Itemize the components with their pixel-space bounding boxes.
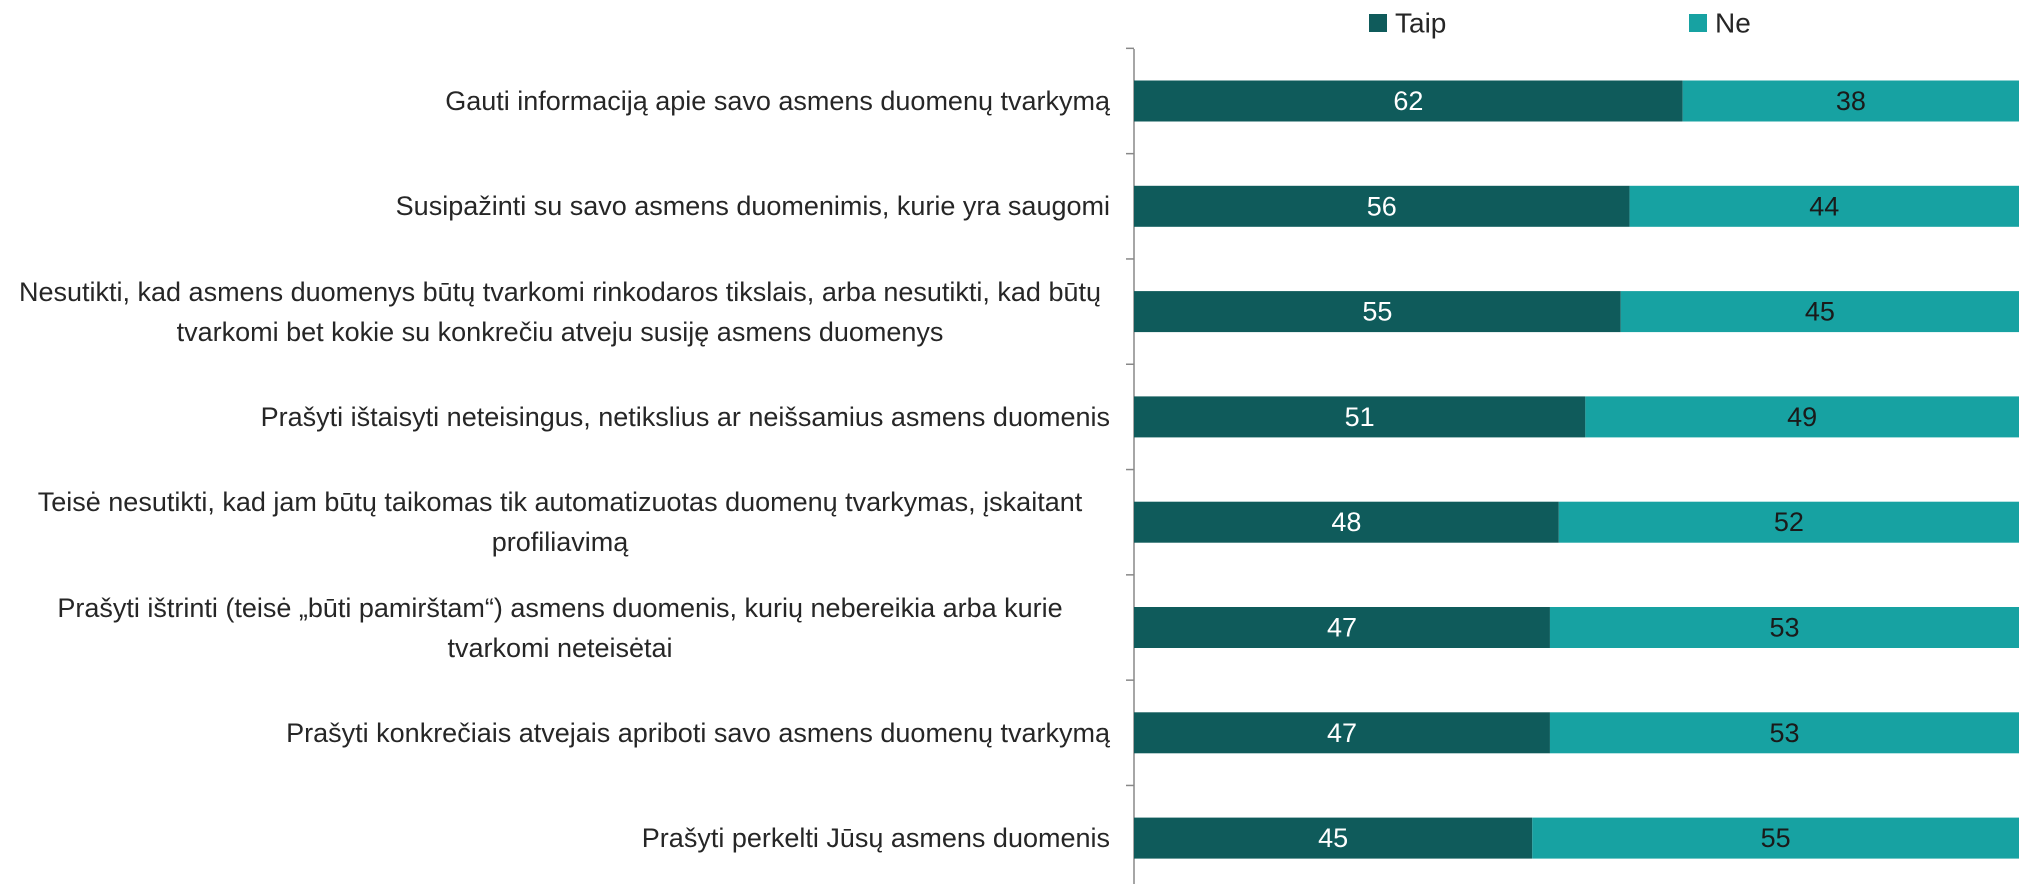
bar-segment bbox=[1134, 712, 1550, 754]
category-label: Prašyti konkrečiais atvejais apriboti sa… bbox=[10, 713, 1110, 753]
category-text: Susipažinti su savo asmens duomenimis, k… bbox=[395, 191, 1110, 222]
bar-segment bbox=[1620, 291, 2019, 333]
data-label: 48 bbox=[1331, 507, 1361, 537]
legend-label: Ne bbox=[1715, 8, 1751, 39]
data-label: 53 bbox=[1769, 718, 1799, 748]
category-text: Prašyti ištaisyti neteisingus, netiksliu… bbox=[260, 401, 1110, 432]
category-label: Teisė nesutikti, kad jam būtų taikomas t… bbox=[10, 482, 1110, 562]
bar-segment bbox=[1549, 712, 2019, 754]
category-text: Nesutikti, kad asmens duomenys būtų tvar… bbox=[18, 276, 1101, 347]
category-text: Teisė nesutikti, kad jam būtų taikomas t… bbox=[37, 487, 1083, 558]
category-label: Prašyti ištaisyti neteisingus, netiksliu… bbox=[10, 397, 1110, 437]
category-text: Prašyti konkrečiais atvejais apriboti sa… bbox=[286, 717, 1110, 748]
legend-swatch bbox=[1689, 14, 1707, 32]
bar-segment bbox=[1549, 607, 2019, 648]
category-text: Prašyti perkelti Jūsų asmens duomenis bbox=[641, 823, 1110, 854]
data-label: 55 bbox=[1362, 297, 1392, 327]
data-label: 51 bbox=[1345, 402, 1375, 432]
data-label: 47 bbox=[1327, 613, 1357, 643]
bar-segment bbox=[1134, 396, 1586, 438]
category-text: Gauti informaciją apie savo asmens duome… bbox=[445, 86, 1110, 116]
category-label: Susipažinti su savo asmens duomenimis, k… bbox=[10, 186, 1110, 226]
bar-segment bbox=[1134, 80, 1683, 122]
category-text: Prašyti ištrinti (teisė „būti pamirštam“… bbox=[57, 592, 1063, 663]
data-label: 56 bbox=[1367, 191, 1397, 221]
bar-segment bbox=[1134, 501, 1559, 543]
data-label: 62 bbox=[1393, 86, 1423, 116]
data-label: 49 bbox=[1787, 402, 1817, 432]
bar-segment bbox=[1532, 817, 2019, 859]
data-label: 45 bbox=[1805, 297, 1835, 327]
data-label: 47 bbox=[1327, 718, 1357, 748]
category-label: Gauti informaciją apie savo asmens duome… bbox=[10, 81, 1110, 121]
bar-segment bbox=[1134, 607, 1550, 648]
category-label: Prašyti perkelti Jūsų asmens duomenis bbox=[10, 818, 1110, 858]
data-label: 44 bbox=[1809, 191, 1839, 221]
category-label: Prašyti ištrinti (teisė „būti pamirštam“… bbox=[10, 588, 1110, 668]
category-label: Nesutikti, kad asmens duomenys būtų tvar… bbox=[10, 272, 1110, 352]
data-label: 45 bbox=[1318, 823, 1348, 853]
legend-label: Taip bbox=[1395, 8, 1446, 39]
data-label: 38 bbox=[1836, 86, 1866, 116]
bar-segment bbox=[1558, 501, 2019, 543]
bar-segment bbox=[1629, 185, 2019, 227]
bar-segment bbox=[1585, 396, 2019, 438]
bar-segment bbox=[1134, 291, 1621, 333]
data-label: 55 bbox=[1761, 823, 1791, 853]
data-label: 53 bbox=[1769, 613, 1799, 643]
data-label: 52 bbox=[1774, 507, 1804, 537]
bar-segment bbox=[1682, 80, 2019, 122]
legend-swatch bbox=[1369, 14, 1387, 32]
bar-segment bbox=[1134, 185, 1630, 227]
bar-segment bbox=[1134, 817, 1533, 859]
